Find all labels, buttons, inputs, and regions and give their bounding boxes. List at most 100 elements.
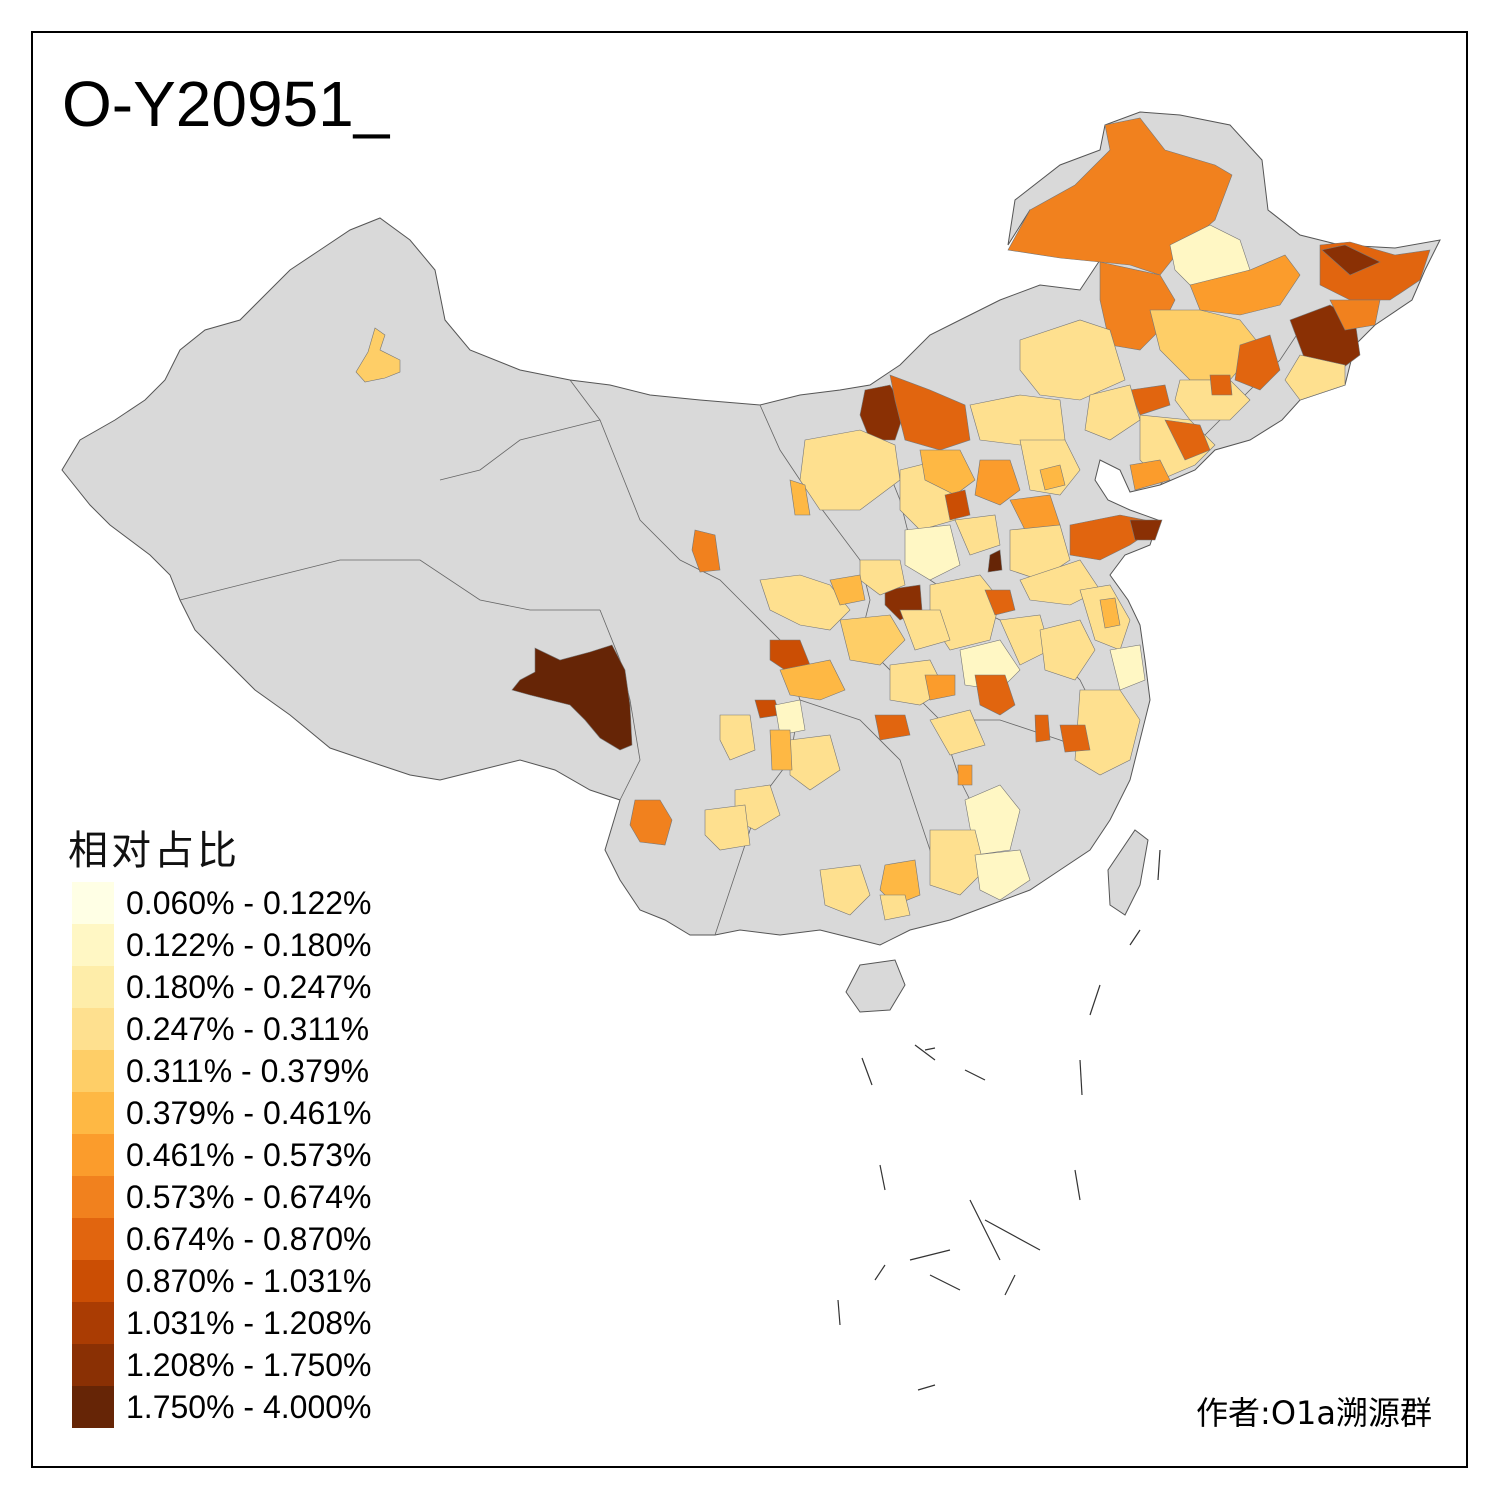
legend-item: 0.122% - 0.180% — [72, 924, 372, 966]
legend-swatch — [72, 1134, 114, 1176]
region-xz-1 — [511, 644, 633, 751]
region-bj — [1039, 464, 1066, 491]
region-yn-1 — [629, 799, 673, 846]
legend-label: 1.750% - 4.000% — [126, 1388, 372, 1425]
region-sn-4 — [899, 609, 951, 651]
region-gd-3 — [879, 859, 921, 906]
region-hub-5 — [929, 709, 986, 756]
region-sx-5 — [954, 514, 1001, 556]
legend-item: 1.750% - 4.000% — [72, 1386, 372, 1428]
map-title: O-Y20951_ — [62, 68, 390, 140]
region-imc-1 — [1019, 319, 1126, 401]
region-alxa — [859, 384, 906, 441]
region-gs-2 — [829, 574, 866, 606]
region-sx-4 — [904, 524, 961, 581]
legend-swatch — [72, 966, 114, 1008]
region-hub-1 — [874, 714, 911, 741]
region-imc-2 — [1084, 384, 1141, 441]
legend-item: 0.573% - 0.674% — [72, 1176, 372, 1218]
region-gs-1 — [759, 574, 851, 631]
region-js-3 — [1109, 644, 1146, 691]
legend-swatch — [72, 1260, 114, 1302]
region-ne-4 — [1234, 334, 1281, 391]
region-ne-8 — [1329, 299, 1381, 331]
region-zj-2 — [1059, 724, 1091, 753]
region-ne-7 — [1284, 354, 1346, 401]
region-gx-2 — [879, 894, 911, 921]
region-sc-2 — [774, 699, 806, 736]
region-ne-6 — [1321, 244, 1381, 276]
south-sea-islands — [837, 849, 1161, 1391]
legend-swatch — [72, 1008, 114, 1050]
region-ln-4 — [1129, 459, 1171, 491]
legend-label: 0.311% - 0.379% — [126, 1052, 370, 1089]
region-jx-1 — [957, 764, 973, 786]
legend-label: 0.379% - 0.461% — [126, 1094, 372, 1131]
region-gx-1 — [819, 864, 871, 916]
region-sx-3 — [944, 489, 971, 521]
legend-label: 0.180% - 0.247% — [126, 968, 372, 1005]
legend-swatch — [72, 1092, 114, 1134]
region-sc-5 — [769, 729, 793, 771]
region-js-2 — [1099, 597, 1121, 629]
legend-item: 0.870% - 1.031% — [72, 1260, 372, 1302]
legend-item: 0.060% - 0.122% — [72, 882, 372, 924]
legend-label: 0.461% - 0.573% — [126, 1136, 372, 1173]
region-imc-3 — [969, 394, 1066, 446]
legend-label: 0.247% - 0.311% — [126, 1010, 370, 1047]
legend-label: 1.031% - 1.208% — [126, 1304, 372, 1341]
region-hub-4 — [974, 674, 1016, 716]
region-zj-3 — [1034, 714, 1051, 743]
legend-swatch — [72, 1386, 114, 1428]
hainan-island — [845, 959, 906, 1013]
region-bayannur — [889, 374, 971, 451]
legend-item: 1.208% - 1.750% — [72, 1344, 372, 1386]
legend-swatch — [72, 1344, 114, 1386]
region-ah-1 — [1039, 619, 1096, 681]
region-ne-2 — [1189, 254, 1301, 316]
legend-swatch — [72, 924, 114, 966]
legend-item: 0.247% - 0.311% — [72, 1008, 372, 1050]
legend-item: 0.674% - 0.870% — [72, 1218, 372, 1260]
region-gs-4 — [779, 659, 846, 701]
region-sn-3 — [839, 614, 906, 666]
author-credit: 作者:O1a溯源群 — [1196, 1394, 1432, 1432]
legend-item: 0.180% - 0.247% — [72, 966, 372, 1008]
region-hub-3 — [924, 674, 956, 701]
region-hb-2 — [974, 459, 1021, 506]
region-hulunbuir — [1007, 117, 1233, 276]
region-jl-2 — [1209, 374, 1233, 396]
region-ning — [789, 479, 811, 516]
region-sx-2 — [919, 449, 976, 496]
legend-label: 0.674% - 0.870% — [126, 1220, 372, 1257]
legend-label: 0.122% - 0.180% — [126, 926, 372, 963]
region-gz-2 — [704, 804, 751, 851]
region-zj-1 — [1074, 689, 1141, 776]
legend-label: 1.208% - 1.750% — [126, 1346, 372, 1383]
legend-label: 0.870% - 1.031% — [126, 1262, 372, 1299]
legend-label: 0.573% - 0.674% — [126, 1178, 372, 1215]
legend-swatch — [72, 882, 114, 924]
legend-item: 0.461% - 0.573% — [72, 1134, 372, 1176]
legend-title: 相对占比 — [68, 828, 240, 874]
region-xj-1 — [355, 327, 401, 383]
legend-swatch — [72, 1218, 114, 1260]
legend-swatch — [72, 1302, 114, 1344]
region-ln-3 — [1164, 419, 1211, 461]
region-gd-1 — [929, 829, 986, 896]
region-sc-3 — [719, 714, 756, 761]
legend-swatch — [72, 1176, 114, 1218]
legend-item: 1.031% - 1.208% — [72, 1302, 372, 1344]
legend-label: 0.060% - 0.122% — [126, 884, 372, 921]
region-sd-4 — [987, 549, 1003, 573]
region-hn-2 — [984, 589, 1016, 616]
region-qh-1 — [691, 529, 721, 573]
region-gd-2 — [974, 849, 1031, 901]
taiwan-island — [1107, 829, 1149, 916]
map-frame — [31, 31, 1468, 1468]
legend-item: 0.379% - 0.461% — [72, 1092, 372, 1134]
legend: 0.060% - 0.122% 0.122% - 0.180% 0.180% -… — [72, 882, 372, 1428]
legend-item: 0.311% - 0.379% — [72, 1050, 372, 1092]
region-ln-1 — [1129, 384, 1171, 416]
